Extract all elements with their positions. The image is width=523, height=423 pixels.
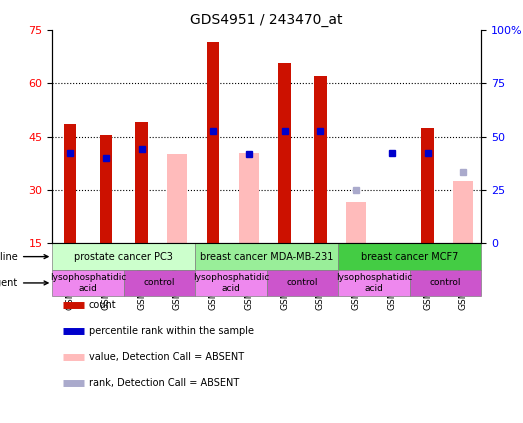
Title: GDS4951 / 243470_at: GDS4951 / 243470_at [190, 13, 343, 27]
Bar [453, 181, 473, 244]
Text: control: control [287, 278, 318, 288]
Text: prostate cancer PC3: prostate cancer PC3 [74, 252, 173, 261]
Bar [267, 270, 338, 296]
Text: value, Detection Call = ABSENT: value, Detection Call = ABSENT [89, 352, 244, 362]
Bar [64, 124, 76, 244]
Bar [314, 76, 326, 244]
Bar [195, 244, 338, 270]
Bar [124, 270, 195, 296]
Bar [410, 270, 481, 296]
Text: control: control [430, 278, 461, 288]
Bar [346, 203, 366, 244]
Text: agent: agent [0, 278, 48, 288]
Text: rank, Detection Call = ABSENT: rank, Detection Call = ABSENT [89, 378, 239, 388]
Text: lysophosphatidic
acid: lysophosphatidic acid [50, 273, 126, 293]
Bar [239, 153, 259, 244]
Text: breast cancer MDA-MB-231: breast cancer MDA-MB-231 [200, 252, 334, 261]
Text: lysophosphatidic
acid: lysophosphatidic acid [193, 273, 269, 293]
Text: percentile rank within the sample: percentile rank within the sample [89, 326, 254, 336]
Bar [422, 128, 434, 244]
Bar [338, 270, 410, 296]
Bar [207, 42, 219, 244]
Bar [52, 244, 195, 270]
Bar [338, 244, 481, 270]
Bar [195, 270, 267, 296]
Bar [278, 63, 291, 244]
Bar [135, 122, 148, 244]
Text: count: count [89, 299, 117, 310]
Text: cell line: cell line [0, 252, 48, 261]
Bar [167, 154, 187, 244]
Bar [52, 270, 124, 296]
Text: breast cancer MCF7: breast cancer MCF7 [361, 252, 458, 261]
Text: control: control [144, 278, 175, 288]
Text: lysophosphatidic
acid: lysophosphatidic acid [336, 273, 412, 293]
Bar [100, 135, 112, 244]
